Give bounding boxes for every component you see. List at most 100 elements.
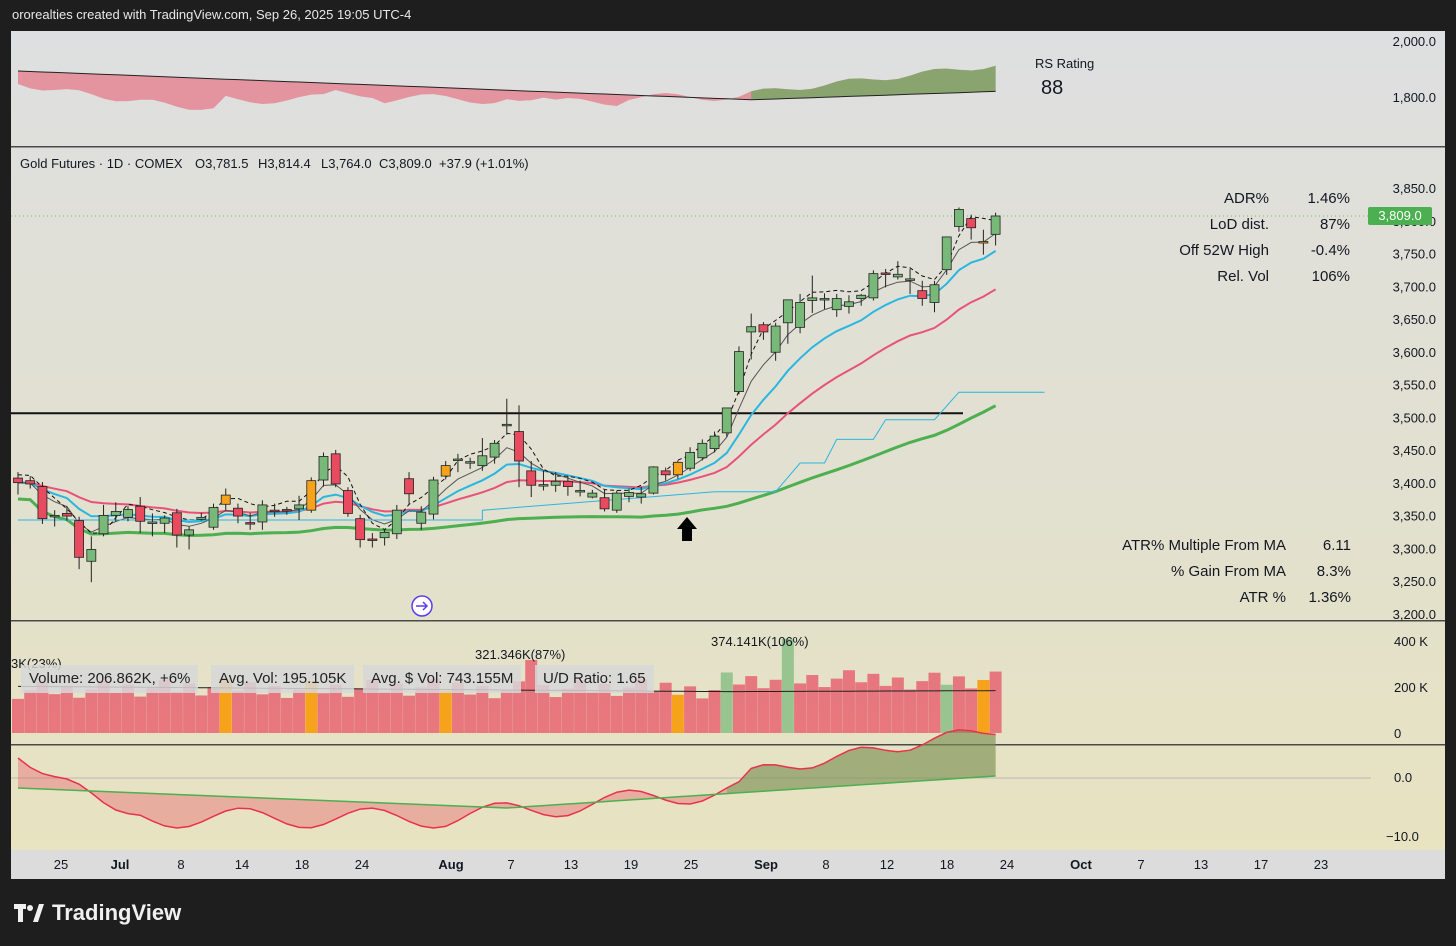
volume-bar — [586, 692, 599, 733]
candle-body — [257, 504, 268, 523]
candle — [550, 472, 561, 492]
event-arrow-icon — [416, 601, 429, 611]
volume-bar — [867, 673, 880, 733]
candle — [196, 512, 207, 521]
volume-bar — [476, 686, 489, 733]
volume-bar — [24, 690, 37, 733]
price-axis-label: 3,700.0 — [1393, 279, 1436, 294]
candle — [74, 516, 84, 570]
candle — [147, 513, 158, 537]
volume-bar — [879, 685, 892, 733]
stat-label: Off 52W High — [1179, 242, 1269, 259]
price-axis-label: 3,550.0 — [1393, 378, 1436, 393]
volume-bar — [561, 688, 574, 733]
candle — [330, 449, 341, 488]
candle-body — [819, 298, 830, 301]
price-axis-label: 3,750.0 — [1393, 247, 1436, 262]
candle — [636, 486, 647, 504]
candle — [281, 506, 292, 515]
ohlc-close: C3,809.0 — [379, 156, 432, 171]
volume-bar — [207, 687, 220, 733]
candle-body — [330, 453, 341, 485]
candle-body — [990, 215, 1001, 235]
ud-ratio-box: U/D Ratio: 1.65 — [535, 665, 654, 693]
candle — [844, 295, 854, 314]
volume-bar — [134, 696, 147, 733]
stop-step-line — [18, 391, 1045, 521]
candle — [770, 322, 781, 361]
candle-body — [25, 480, 36, 485]
volume-bar — [415, 687, 428, 733]
volume-bar — [12, 698, 24, 733]
ohlc-high: H3,814.4 — [258, 156, 311, 171]
volume-bar — [488, 698, 501, 733]
last-price-label: 3,809.0 — [1378, 208, 1421, 223]
volume-bar — [146, 688, 159, 733]
price-axis-label: 3,650.0 — [1393, 312, 1436, 327]
volume-bar — [696, 698, 709, 733]
volume-info-box: Volume: 206.862K, +6% — [21, 665, 199, 693]
osc-line — [17, 729, 996, 829]
candle-body — [489, 442, 500, 458]
chart-svg[interactable]: 3,850.03,800.03,750.03,700.03,650.03,600… — [11, 31, 1445, 879]
candle — [379, 529, 390, 546]
candle-body — [416, 511, 427, 524]
volume-bar — [684, 686, 697, 733]
candle — [978, 229, 989, 255]
candle — [624, 488, 634, 503]
stat-value: 8.3% — [1317, 563, 1351, 580]
chart-frame[interactable]: 3,850.03,800.03,750.03,700.03,650.03,600… — [11, 31, 1445, 879]
candle — [501, 398, 512, 435]
candle-body — [37, 486, 48, 520]
price-axis-label: 3,600.0 — [1393, 345, 1436, 360]
x-axis-label: Sep — [754, 857, 778, 872]
candle-body — [575, 490, 586, 493]
candle-body — [440, 465, 451, 477]
x-axis-label: Oct — [1070, 857, 1092, 872]
candle — [110, 502, 121, 522]
volume-bar — [794, 683, 807, 733]
x-axis-strip — [11, 850, 1445, 879]
candle-body — [599, 497, 610, 510]
candle — [672, 460, 683, 479]
osc-area-red — [18, 729, 996, 828]
volume-bar — [952, 676, 965, 733]
candle — [257, 500, 268, 530]
volume-bar — [366, 679, 379, 733]
candle-body — [306, 480, 317, 511]
candle-body — [856, 294, 867, 299]
volume-bar — [818, 687, 831, 733]
x-axis-label: 18 — [295, 857, 309, 872]
volume-bar — [965, 688, 978, 733]
candle — [563, 476, 573, 496]
candle — [404, 472, 414, 504]
candle — [86, 536, 97, 583]
candle-body — [892, 273, 903, 278]
candle — [526, 461, 537, 498]
candle — [37, 481, 48, 524]
candle — [990, 212, 1001, 246]
candle — [171, 508, 182, 548]
candle-body — [391, 509, 402, 535]
rs-axis-label: 2,000.0 — [1393, 34, 1436, 49]
rs-ma-line — [17, 70, 996, 101]
candle — [917, 280, 928, 306]
volume-bar — [842, 670, 855, 733]
candle-body — [245, 522, 256, 525]
volume-bar — [610, 695, 623, 733]
candle-body — [648, 466, 659, 494]
volume-bar — [806, 674, 819, 733]
buy-arrow-icon — [677, 517, 697, 541]
volume-note: 374.141K(106%) — [711, 634, 809, 649]
candle-body — [954, 209, 964, 227]
candle — [697, 439, 708, 461]
stat-value: -0.4% — [1311, 242, 1350, 259]
candle — [25, 476, 36, 489]
candle-body — [526, 470, 537, 486]
osc-axis-label: 0.0 — [1394, 770, 1412, 785]
candle-body — [281, 509, 292, 512]
tradingview-logo-icon — [14, 904, 44, 922]
tradingview-logo[interactable]: TradingView — [14, 900, 181, 926]
candle — [966, 214, 977, 240]
candle — [905, 269, 915, 294]
